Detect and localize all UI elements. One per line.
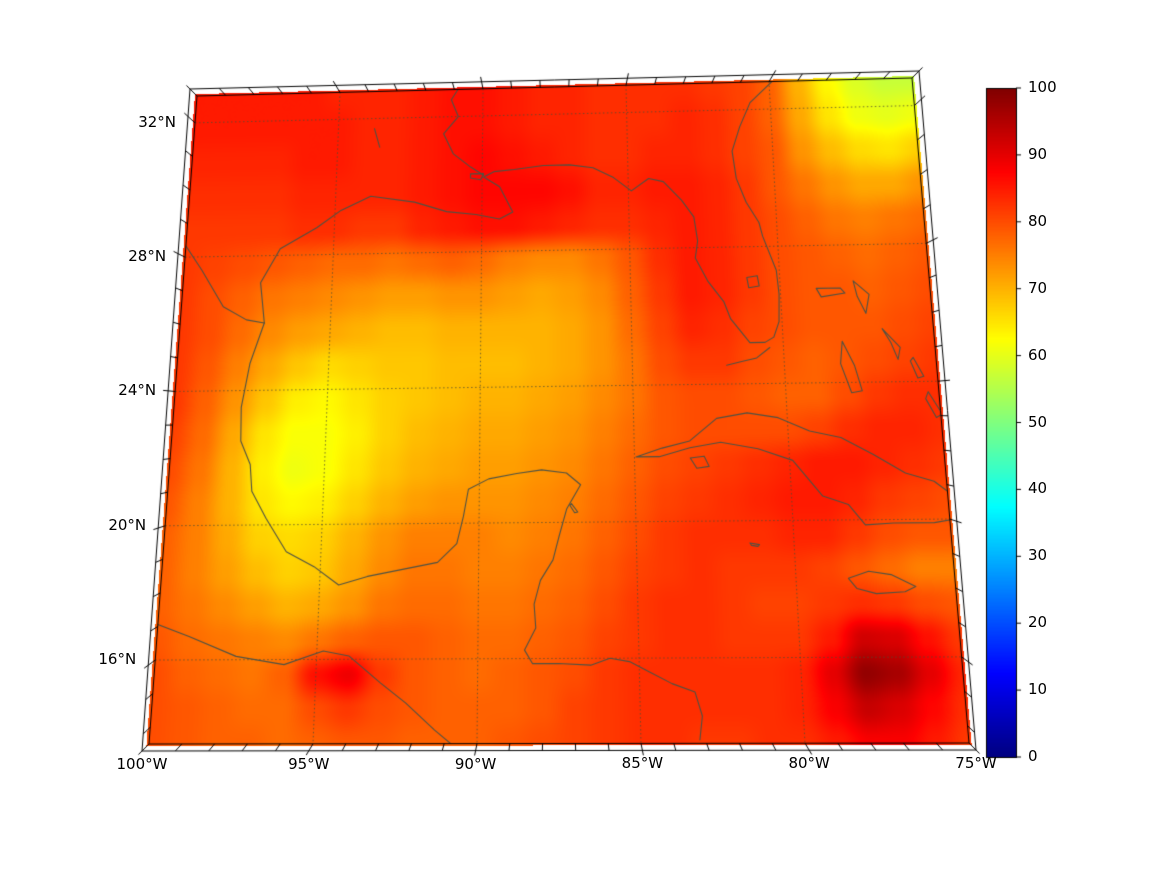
map-plot-canvas (0, 0, 1167, 875)
figure: 32°N 28°N 24°N 20°N 16°N 100°W 95°W 90°W 85°W 80°… (0, 0, 1167, 875)
